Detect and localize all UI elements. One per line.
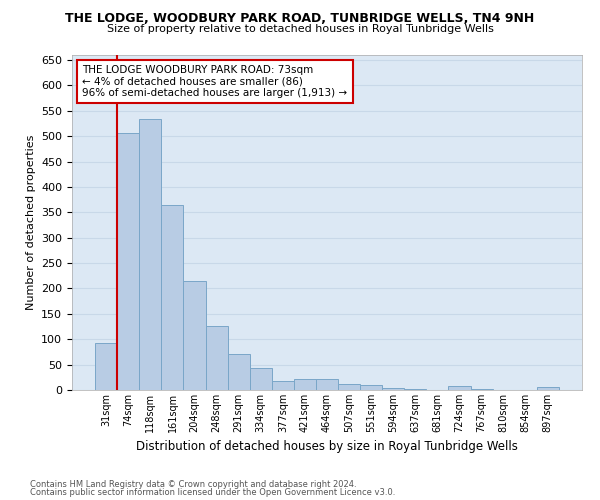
Bar (404, 389, 427, 390)
Bar (294, 380, 316, 390)
Bar (184, 281, 206, 390)
Bar (448, 386, 470, 390)
Text: THE LODGE WOODBURY PARK ROAD: 73sqm
← 4% of detached houses are smaller (86)
96%: THE LODGE WOODBURY PARK ROAD: 73sqm ← 4%… (82, 65, 347, 98)
Bar (360, 385, 382, 390)
Bar (316, 380, 338, 390)
Bar (382, 388, 404, 390)
Text: Contains public sector information licensed under the Open Government Licence v3: Contains public sector information licen… (30, 488, 395, 497)
Bar (272, 381, 294, 390)
Bar (227, 354, 250, 390)
Bar (250, 368, 272, 390)
X-axis label: Distribution of detached houses by size in Royal Tunbridge Wells: Distribution of detached houses by size … (136, 440, 518, 454)
Bar (206, 326, 227, 390)
Bar (338, 384, 360, 390)
Bar (95, 343, 117, 390)
Y-axis label: Number of detached properties: Number of detached properties (26, 135, 35, 310)
Bar (117, 132, 139, 390)
Bar (161, 204, 184, 390)
Text: Size of property relative to detached houses in Royal Tunbridge Wells: Size of property relative to detached ho… (107, 24, 493, 34)
Bar (139, 120, 161, 390)
Bar (537, 388, 559, 390)
Text: Contains HM Land Registry data © Crown copyright and database right 2024.: Contains HM Land Registry data © Crown c… (30, 480, 356, 489)
Text: THE LODGE, WOODBURY PARK ROAD, TUNBRIDGE WELLS, TN4 9NH: THE LODGE, WOODBURY PARK ROAD, TUNBRIDGE… (65, 12, 535, 26)
